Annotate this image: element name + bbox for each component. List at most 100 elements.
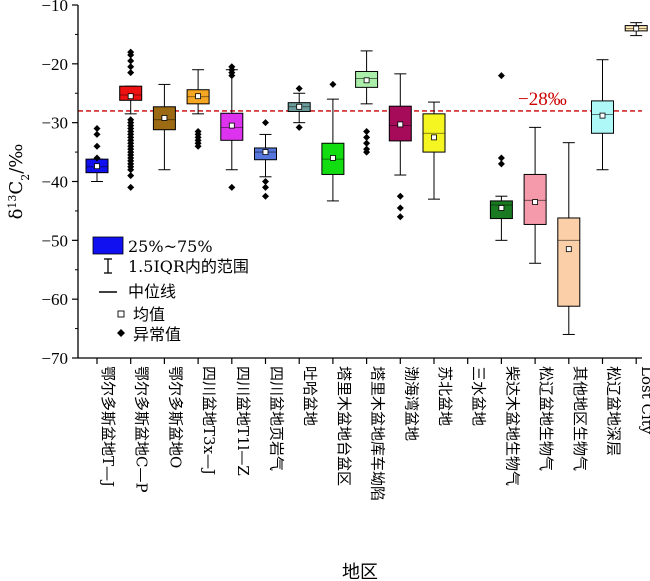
outlier-point	[497, 154, 505, 162]
box-iqr	[557, 217, 581, 307]
outlier-point	[497, 72, 505, 80]
box-series-group	[85, 22, 648, 335]
outlier-point	[93, 154, 101, 162]
category-label: 松辽盆地生物气	[537, 366, 555, 471]
category-label: 其他地区生物气	[571, 366, 589, 471]
category-label: 四川盆地T3x—J	[200, 366, 218, 475]
mean-marker	[329, 155, 336, 161]
y-tick-label: −30	[41, 114, 68, 133]
outlier-point	[127, 57, 135, 65]
outlier-point	[329, 80, 337, 88]
outlier-point	[363, 133, 371, 141]
mean-marker	[195, 93, 202, 100]
box-2	[152, 83, 176, 171]
mean-marker	[262, 149, 269, 155]
box-9	[388, 73, 412, 221]
mean-marker	[599, 112, 606, 119]
category-label: 吐哈盆地	[301, 366, 319, 426]
mean-marker	[431, 134, 437, 141]
box-15	[591, 59, 614, 171]
legend-mean-swatch	[117, 310, 125, 318]
mean-marker	[228, 122, 235, 129]
box-5	[254, 119, 277, 200]
outlier-point	[127, 69, 135, 77]
outlier-point	[228, 72, 236, 80]
category-label: 鄂尔多斯盆地C—P	[133, 366, 151, 493]
box-0	[85, 125, 109, 182]
reference-line-group: −28‰	[78, 89, 642, 112]
category-label: 四川盆地T1l—Z	[234, 366, 252, 476]
outlier-point	[363, 148, 371, 156]
category-label: 鄂尔多斯盆地T—J	[99, 366, 117, 487]
mean-marker	[161, 115, 168, 121]
legend-box-label: 25%~75%	[128, 237, 213, 256]
legend-box-swatch	[92, 236, 124, 255]
category-label: 鄂尔多斯盆地O	[166, 366, 184, 468]
mean-marker	[498, 205, 505, 211]
box-1	[119, 48, 143, 191]
outlier-point	[194, 142, 202, 150]
legend-outlier-label: 异常值	[133, 325, 181, 344]
category-label: 塔里木盆地台盆区	[335, 366, 353, 486]
outlier-point	[396, 204, 404, 212]
category-label: 三水盆地	[470, 366, 488, 426]
outlier-point	[127, 63, 135, 71]
box-10	[422, 101, 446, 200]
outlier-point	[262, 192, 269, 200]
axes-group: −10 −20 −30 −40 −50 −60 −70 δ13C2/‰ 地区 鄂尔多斯盆地T—J 鄂…	[6, 0, 650, 581]
outlier-point	[497, 160, 505, 168]
outlier-point	[295, 123, 303, 131]
outlier-point	[396, 213, 404, 221]
outlier-point	[127, 51, 135, 59]
box-8	[355, 50, 379, 156]
outlier-point	[127, 172, 135, 180]
y-tick-label: −70	[41, 349, 68, 368]
outlier-point	[396, 192, 404, 200]
box-iqr	[119, 85, 143, 101]
y-tick-label: −40	[41, 173, 68, 192]
mean-marker	[94, 163, 100, 170]
outlier-point	[295, 85, 303, 93]
mean-marker	[532, 199, 538, 205]
outlier-point	[127, 166, 135, 174]
x-axis-title: 地区	[342, 562, 378, 581]
outlier-point	[363, 139, 371, 147]
outlier-point	[93, 142, 101, 150]
box-3	[186, 69, 210, 150]
outlier-point	[93, 130, 101, 138]
category-label: 柴达木盆地生物气	[503, 366, 521, 486]
outlier-point	[228, 183, 236, 191]
mean-marker	[296, 103, 303, 110]
mean-marker	[397, 121, 404, 128]
outlier-point	[262, 119, 269, 127]
mean-marker	[127, 93, 134, 100]
box-4	[220, 63, 244, 191]
box-6	[287, 85, 311, 131]
y-tick-label: −60	[41, 290, 68, 309]
category-label: 渤海湾盆地	[402, 366, 420, 441]
legend-outlier-swatch	[117, 329, 125, 337]
box-13	[523, 126, 547, 264]
outlier-point	[363, 127, 371, 135]
mean-marker	[633, 25, 640, 32]
mean-marker	[565, 246, 572, 253]
legend-whisker-label: 1.5IQR内的范围	[128, 257, 249, 276]
outlier-point	[93, 125, 101, 133]
y-axis-title: δ13C2/‰	[6, 144, 32, 220]
legend-median-label: 中位线	[128, 282, 176, 301]
category-label: 苏北盆地	[436, 366, 454, 426]
reference-line-label: −28‰	[518, 89, 567, 110]
y-tick-label: −20	[41, 55, 68, 74]
y-tick-label: −10	[41, 0, 68, 15]
box-14	[557, 142, 581, 335]
outlier-point	[262, 178, 269, 185]
box-12	[489, 72, 513, 241]
y-tick-label: −50	[41, 231, 68, 250]
outlier-point	[127, 183, 135, 191]
legend-mean-label: 均值	[133, 305, 165, 324]
category-label: 塔里木盆地库车坳陷	[369, 366, 387, 501]
category-label: 松辽盆地深层	[605, 366, 623, 456]
mean-marker	[363, 77, 370, 84]
